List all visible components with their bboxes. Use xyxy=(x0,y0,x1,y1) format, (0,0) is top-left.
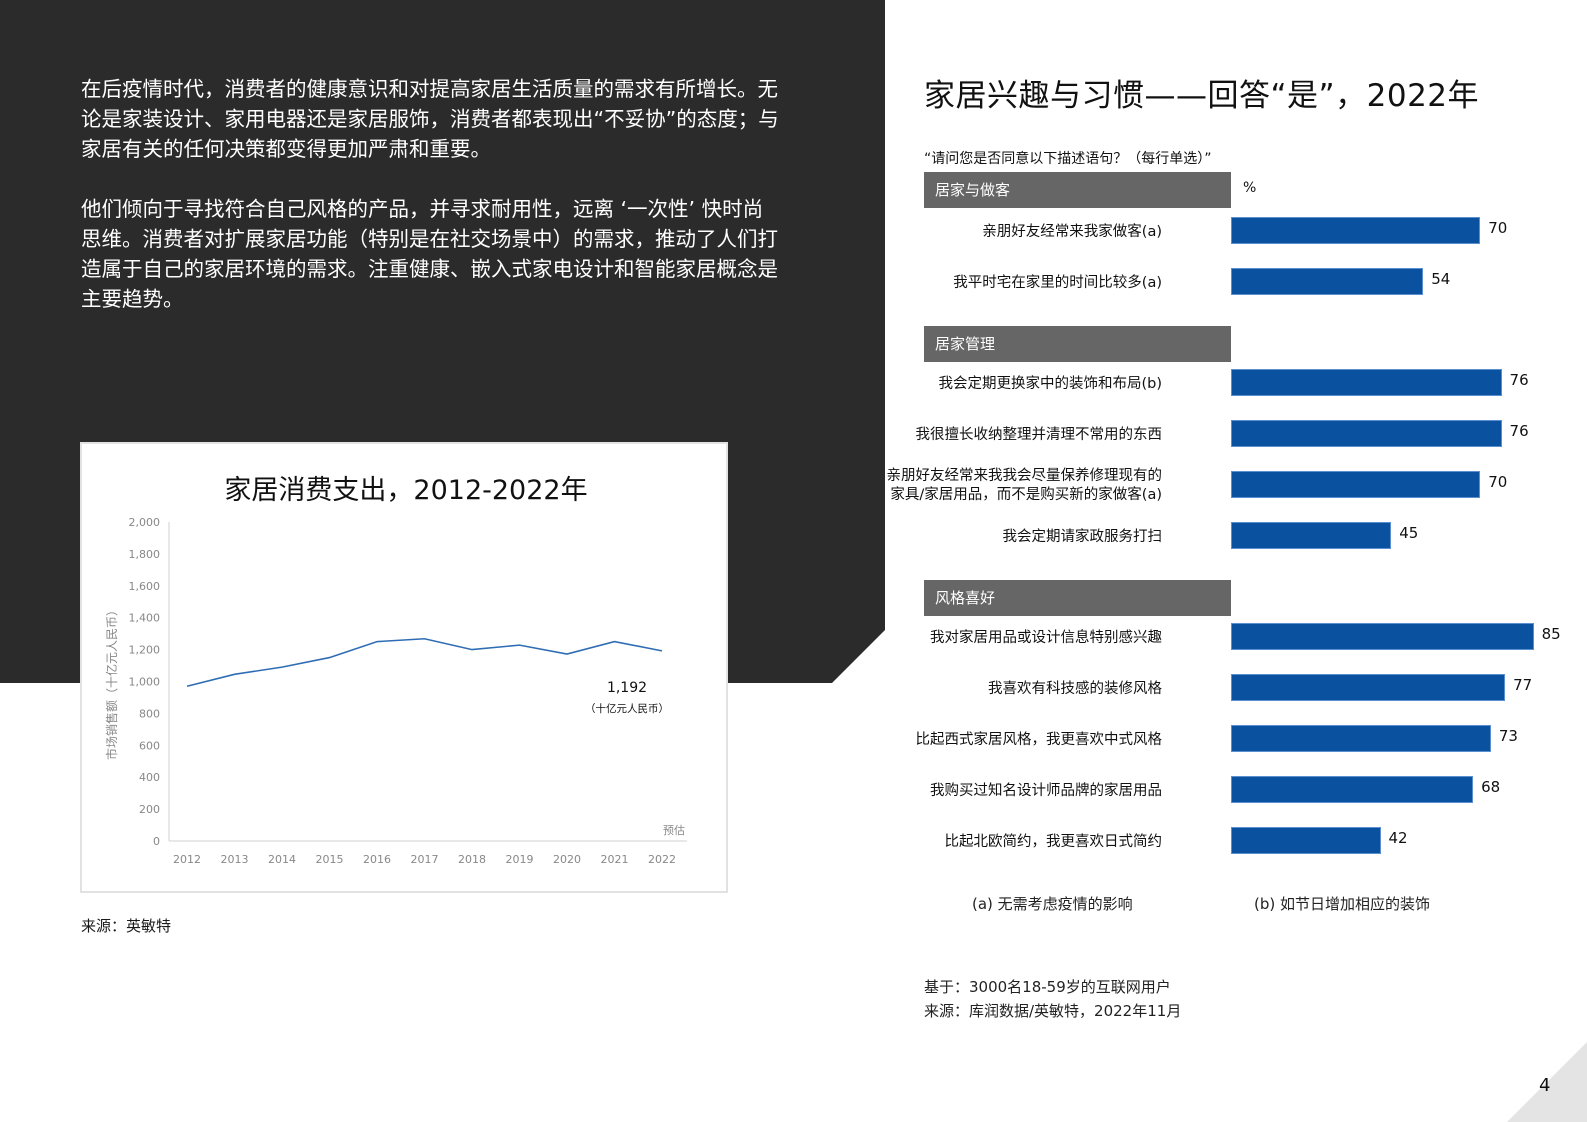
bar-row: 我很擅长收纳整理并清理不常用的东西 76 xyxy=(916,420,1574,450)
bar xyxy=(1231,623,1534,650)
y-tick-label: 2,000 xyxy=(129,516,161,529)
footnote-a: (a) 无需考虑疫情的影响 xyxy=(972,895,1133,913)
bar-value: 76 xyxy=(1509,371,1529,389)
bar-label: 比起北欧简约，我更喜欢日式简约 xyxy=(944,833,1163,850)
base-and-source-note: 基于：3000名18-59岁的互联网用户 来源：库润数据/英敏特，2022年11… xyxy=(924,975,1181,1023)
y-tick-label: 1,000 xyxy=(129,676,161,689)
x-tick-label: 2021 xyxy=(601,853,629,866)
intro-paragraph-2: 他们倾向于寻找符合自己风格的产品，并寻求耐用性，远离 ‘一次性’ 快时尚思维。消… xyxy=(81,197,778,311)
x-tick-label: 2014 xyxy=(268,853,296,866)
base-note: 基于：3000名18-59岁的互联网用户 xyxy=(924,978,1171,996)
y-tick-label: 1,400 xyxy=(129,612,161,625)
x-tick-label: 2015 xyxy=(316,853,344,866)
bar xyxy=(1231,268,1424,295)
bar-label: 我平时宅在家里的时间比较多(a) xyxy=(953,274,1162,291)
percent-unit-label: % xyxy=(1243,180,1257,196)
bar xyxy=(1231,725,1491,752)
bar xyxy=(1231,827,1381,854)
bar-row: 亲朋好友经常来我家做客(a) 70 xyxy=(924,217,1574,247)
bar-label: 我喜欢有科技感的装修风格 xyxy=(988,680,1162,697)
intro-text: 在后疫情时代，消费者的健康意识和对提高家居生活质量的需求有所增长。无论是家装设计… xyxy=(81,74,781,344)
bar-label: 亲朋好友经常来我家做客(a) xyxy=(982,223,1162,240)
x-tick-label: 2016 xyxy=(363,853,391,866)
bar-row: 我平时宅在家里的时间比较多(a) 54 xyxy=(924,268,1574,298)
y-tick-label: 0 xyxy=(153,835,160,848)
y-tick-label: 1,200 xyxy=(129,644,161,657)
section-header-home-management: 居家管理 xyxy=(924,326,1231,362)
forecast-label: 预估 xyxy=(663,824,685,837)
bar-row: 比起西式家居风格，我更喜欢中式风格 73 xyxy=(916,725,1574,755)
survey-question: “请问您是否同意以下描述语句？（每行单选）” xyxy=(924,151,1212,167)
bar xyxy=(1231,217,1481,244)
bar-value: 45 xyxy=(1399,524,1419,542)
intro-paragraph-1: 在后疫情时代，消费者的健康意识和对提高家居生活质量的需求有所增长。无论是家装设计… xyxy=(81,77,779,161)
bar-row: 我喜欢有科技感的装修风格 77 xyxy=(924,674,1574,704)
bar-row: 比起北欧简约，我更喜欢日式简约 42 xyxy=(924,827,1574,857)
left-source-note: 来源：英敏特 xyxy=(81,917,172,935)
spending-line xyxy=(186,637,663,688)
y-tick-label: 800 xyxy=(139,707,160,720)
bar-row: 我购买过知名设计师品牌的家居用品 68 xyxy=(924,776,1574,806)
bar-value: 42 xyxy=(1388,829,1408,847)
bar-value: 76 xyxy=(1509,422,1529,440)
bar-label: 我会定期请家政服务打扫 xyxy=(1002,528,1163,545)
x-tick-label: 2020 xyxy=(553,853,581,866)
bar-chart-title: 家居兴趣与习惯——回答“是”，2022年 xyxy=(924,78,1480,114)
y-axis-label: 市场销售额（十亿元人民币） xyxy=(104,604,119,760)
y-tick-label: 400 xyxy=(139,771,160,784)
bar-row: 我会定期更换家中的装饰和布局(b) 76 xyxy=(924,369,1574,399)
latest-value-annotation: 1,192 xyxy=(607,680,647,696)
bar-value: 54 xyxy=(1431,270,1451,288)
bar-value: 73 xyxy=(1498,727,1518,745)
x-tick-label: 2017 xyxy=(411,853,439,866)
bar xyxy=(1231,522,1392,549)
bar-label: 我会定期更换家中的装饰和布局(b) xyxy=(938,375,1162,392)
x-tick-label: 2018 xyxy=(458,853,486,866)
bar-label-line-1: 亲朋好友经常来我我会尽量保养修理现有的 xyxy=(886,468,1163,484)
bar-label: 我购买过知名设计师品牌的家居用品 xyxy=(930,782,1162,799)
bar-label: 我很擅长收纳整理并清理不常用的东西 xyxy=(915,426,1163,443)
y-tick-label: 1,800 xyxy=(129,548,161,561)
page-number: 4 xyxy=(1539,1075,1551,1096)
bar-value: 77 xyxy=(1513,676,1533,694)
bar xyxy=(1231,420,1502,447)
y-tick-label: 1,600 xyxy=(129,580,161,593)
bar-row: 我会定期请家政服务打扫 45 xyxy=(924,522,1574,552)
bar-value: 85 xyxy=(1541,625,1561,643)
bar-label: 亲朋好友经常来我我会尽量保养修理现有的 家具/家居用品，而不是购买新的家做客(a… xyxy=(862,468,1163,503)
bar xyxy=(1231,674,1506,701)
line-chart-card: 家居消费支出，2012-2022年 0 200 400 600 800 1,000 1,200… xyxy=(80,442,728,893)
section-header-hosting: 居家与做客 xyxy=(924,172,1231,208)
bar xyxy=(1231,471,1481,498)
line-chart: 家居消费支出，2012-2022年 0 200 400 600 800 1,000 1,200… xyxy=(104,475,687,866)
line-chart-title: 家居消费支出，2012-2022年 xyxy=(224,475,587,506)
bar-label: 比起西式家居风格，我更喜欢中式风格 xyxy=(915,731,1163,748)
x-tick-label: 2013 xyxy=(221,853,249,866)
bar-row: 亲朋好友经常来我我会尽量保养修理现有的 家具/家居用品，而不是购买新的家做客(a… xyxy=(887,468,1574,503)
section-header-style-preference: 风格喜好 xyxy=(924,580,1231,616)
right-source-note: 来源：库润数据/英敏特，2022年11月 xyxy=(924,1002,1182,1020)
x-tick-label: 2022 xyxy=(648,853,676,866)
bar-label-line-2: 家具/家居用品，而不是购买新的家做客(a) xyxy=(890,487,1162,503)
x-tick-label: 2012 xyxy=(173,853,201,866)
bar-value: 70 xyxy=(1488,219,1508,237)
footnote-b: (b) 如节日增加相应的装饰 xyxy=(1254,895,1430,913)
bar-value: 70 xyxy=(1488,473,1508,491)
bar-row: 我对家居用品或设计信息特别感兴趣 85 xyxy=(924,623,1574,653)
bar-value: 68 xyxy=(1481,778,1501,796)
x-tick-label: 2019 xyxy=(506,853,534,866)
y-tick-label: 200 xyxy=(139,803,160,816)
bar xyxy=(1231,776,1474,803)
bar xyxy=(1231,369,1502,396)
unit-annotation: （十亿元人民币） xyxy=(585,702,669,715)
y-tick-label: 600 xyxy=(139,739,160,752)
bar-label: 我对家居用品或设计信息特别感兴趣 xyxy=(930,629,1162,646)
